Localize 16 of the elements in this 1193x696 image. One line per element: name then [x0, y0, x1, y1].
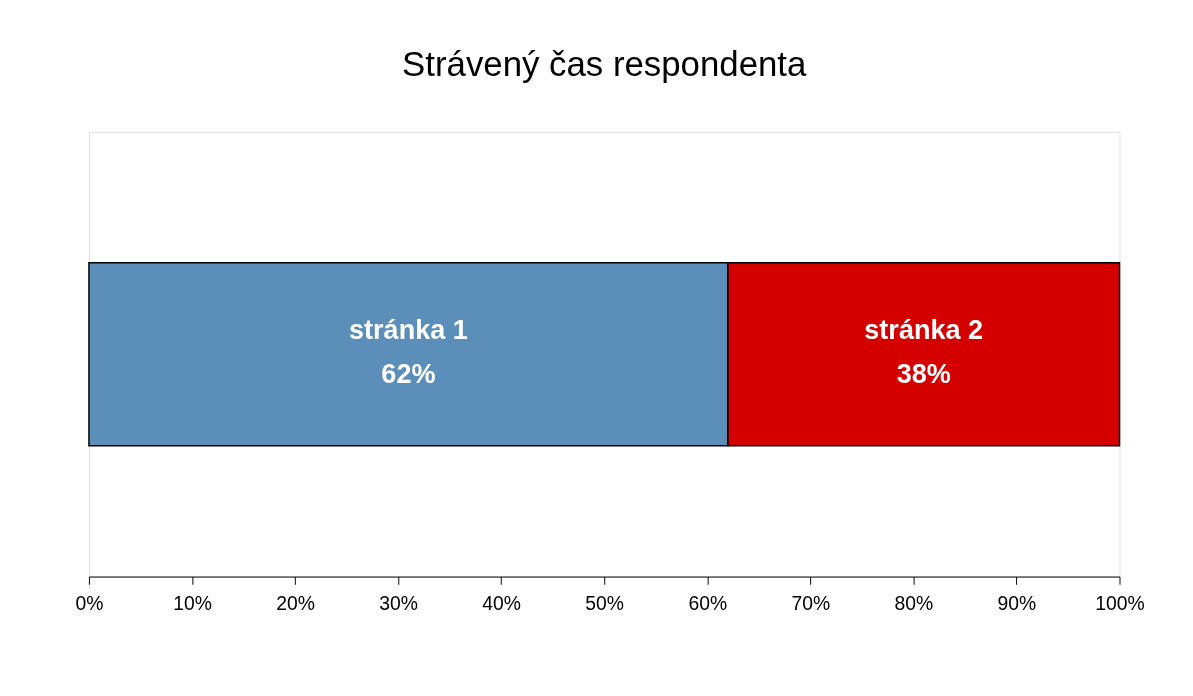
x-tick-label: 0%	[75, 592, 104, 614]
x-tick-label: 10%	[173, 592, 212, 614]
x-tick-label: 60%	[688, 592, 728, 614]
x-tick-label: 90%	[997, 592, 1037, 614]
series-label: stránka 2	[864, 314, 984, 345]
data-label: 62%	[381, 359, 436, 390]
x-tick-label: 50%	[585, 592, 625, 614]
data-label: 38%	[896, 359, 951, 390]
series-label: stránka 1	[349, 314, 468, 345]
x-tick-label: 70%	[791, 592, 831, 614]
x-tick-label: 100%	[1095, 592, 1145, 614]
x-tick-label: 20%	[276, 592, 315, 614]
x-tick-label: 40%	[482, 592, 521, 614]
x-tick-label: 80%	[894, 592, 934, 614]
x-tick-label: 30%	[379, 592, 418, 614]
chart-title: Strávený čas respondenta	[402, 43, 808, 83]
